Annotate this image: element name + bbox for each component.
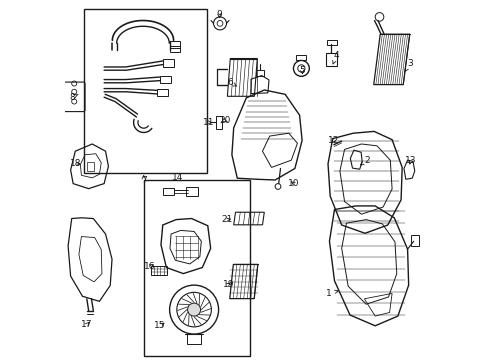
Text: 6: 6 [227, 78, 236, 87]
Text: 20: 20 [219, 116, 230, 125]
Text: 21: 21 [221, 215, 232, 224]
Text: 3: 3 [405, 59, 412, 71]
Text: 4: 4 [332, 51, 338, 64]
Text: 10: 10 [288, 179, 299, 188]
Text: 7: 7 [141, 176, 146, 185]
Text: 12: 12 [327, 136, 339, 145]
Text: 18: 18 [69, 159, 81, 168]
Text: 13: 13 [405, 156, 416, 165]
Text: 11: 11 [203, 118, 214, 127]
Circle shape [187, 303, 200, 316]
Text: 19: 19 [222, 280, 234, 289]
Text: 8: 8 [69, 93, 78, 102]
Text: 9: 9 [216, 10, 222, 19]
Text: 5: 5 [299, 66, 305, 75]
Text: 14: 14 [171, 173, 183, 182]
Text: 17: 17 [81, 320, 92, 329]
Text: 2: 2 [360, 156, 369, 165]
Text: 16: 16 [144, 262, 156, 271]
Text: 1: 1 [325, 289, 337, 298]
Text: 15: 15 [154, 321, 165, 330]
